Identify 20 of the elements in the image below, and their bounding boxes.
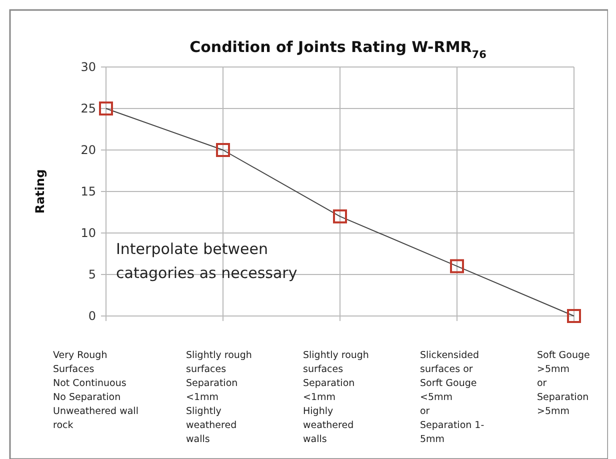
annotation: Interpolate between catagories as necessary — [116, 240, 298, 282]
x-tick-label: Slightly rough surfaces Separation <1mm Highly weathered walls — [303, 350, 369, 445]
point — [450, 259, 464, 274]
y-tick-label: 30 — [80, 60, 96, 74]
y-tick-label: 5 — [88, 268, 96, 282]
y-axis-title: Rating — [33, 169, 47, 214]
y-tick-label: 20 — [80, 143, 96, 158]
point — [99, 102, 113, 116]
x-tick-label: Slightly rough surfaces Separation <1mm Slightly weathered walls — [186, 350, 252, 445]
y-tick-label: 25 — [80, 102, 96, 116]
x-tick-label: Slickensided surfaces or Sorft Gouge <5mm or Separation 1- 5mm — [420, 350, 484, 445]
point — [216, 143, 230, 157]
x-tick-label: Very Rough Surfaces Not Continuous No Separation Unweathered wall rock — [53, 350, 138, 431]
y-tick-label: 0 — [88, 309, 96, 324]
point — [567, 309, 581, 323]
point — [333, 209, 347, 224]
x-tick-label: Soft Gouge >5mm or Separation >5mm — [537, 350, 590, 417]
y-tick-label: 15 — [80, 184, 96, 199]
y-tick-label: 10 — [80, 226, 96, 240]
chart-title: Condition of Joints Rating W-RMR$_{76}$ — [190, 38, 486, 61]
